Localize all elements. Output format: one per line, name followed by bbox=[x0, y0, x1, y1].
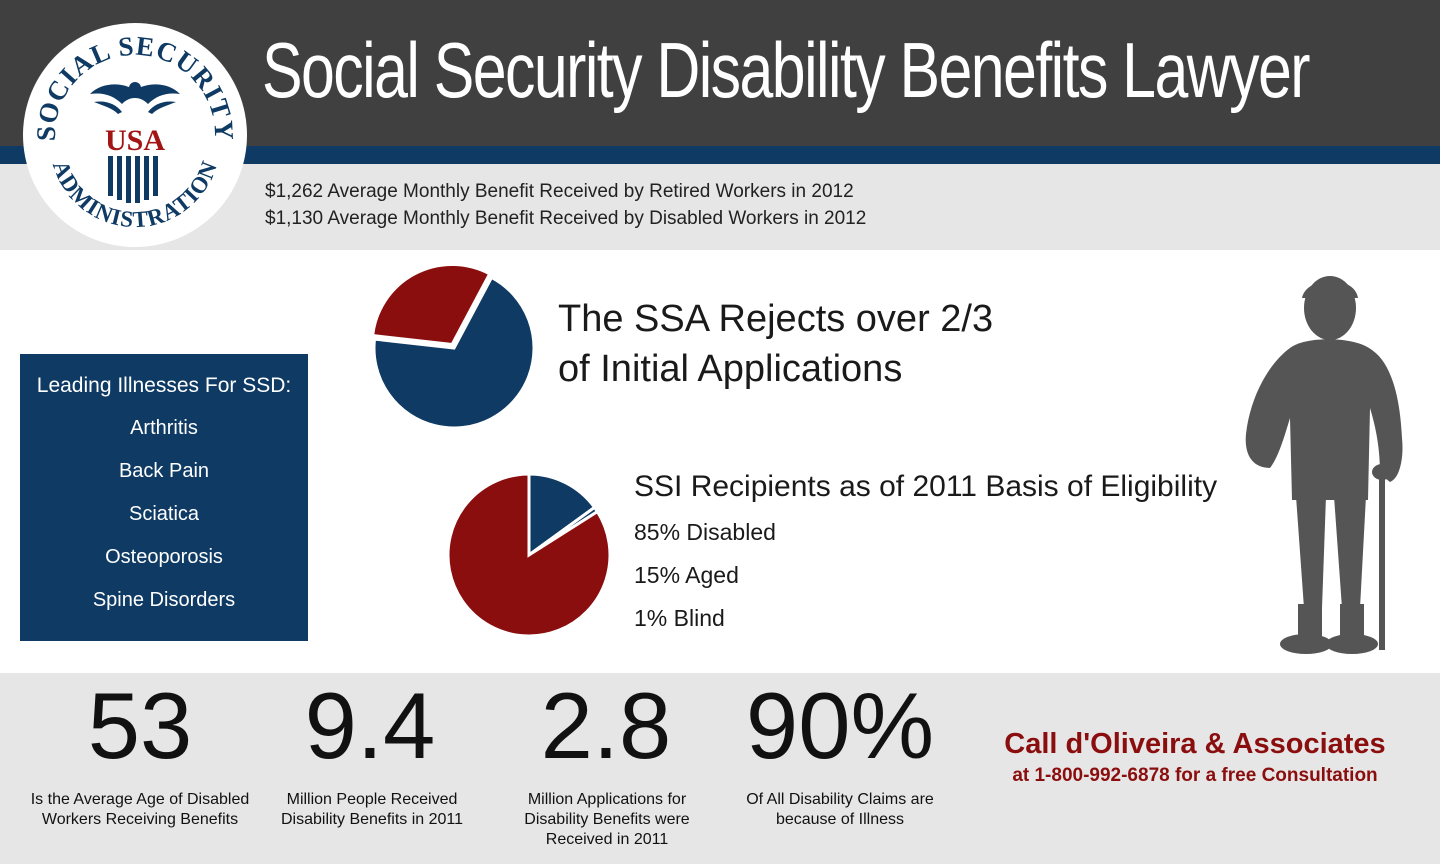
rejection-pie-chart bbox=[370, 264, 536, 430]
illness-item: Spine Disorders bbox=[92, 589, 236, 611]
seal-usa-text: USA bbox=[105, 124, 165, 157]
header-stripe bbox=[0, 146, 1440, 164]
caption-line: Million Applications for bbox=[527, 791, 687, 808]
caption-line: Disability Benefits in 2011 bbox=[280, 811, 464, 828]
illness-item: Osteoporosis bbox=[105, 546, 223, 568]
caption-line: Disability Benefits were bbox=[524, 811, 690, 828]
disabled-benefit-text: $1,130 Average Monthly Benefit Received … bbox=[265, 208, 867, 229]
pie-slice bbox=[370, 264, 492, 347]
caption-line: Received in 2011 bbox=[545, 831, 669, 848]
shield-stripes-icon bbox=[108, 156, 158, 203]
stat-caption-illness-claims: Of All Disability Claims are because of … bbox=[730, 790, 950, 830]
illness-item: Sciatica bbox=[128, 503, 200, 525]
caption-line: Workers Receiving Benefits bbox=[41, 811, 239, 828]
caption-line: Million People Received bbox=[286, 791, 458, 808]
rejection-line-1: The SSA Rejects over 2/3 bbox=[558, 298, 994, 340]
illness-panel: Leading Illnesses For SSD: Arthritis Bac… bbox=[20, 354, 308, 641]
pie-slice bbox=[372, 275, 536, 430]
caption-line: Of All Disability Claims are bbox=[746, 791, 934, 808]
stat-caption-applications: Million Applications for Disability Bene… bbox=[500, 790, 714, 850]
ssi-item-blind: 1% Blind bbox=[634, 605, 725, 631]
subheader-bar bbox=[0, 164, 1440, 250]
stat-caption-average-age: Is the Average Age of Disabled Workers R… bbox=[20, 790, 260, 830]
ssi-title: SSI Recipients as of 2011 Basis of Eligi… bbox=[634, 470, 1218, 503]
page-title: Social Security Disability Benefits Lawy… bbox=[262, 26, 1311, 114]
stat-caption-people-received: Million People Received Disability Benef… bbox=[262, 790, 482, 830]
caption-line: because of Illness bbox=[775, 811, 905, 828]
caption-line: Is the Average Age of Disabled bbox=[30, 791, 250, 808]
pie-slice bbox=[446, 472, 612, 638]
illness-item: Back Pain bbox=[118, 460, 210, 482]
pie-slice bbox=[527, 472, 597, 558]
ssi-item-disabled: 85% Disabled bbox=[634, 519, 776, 545]
eagle-icon bbox=[90, 82, 180, 114]
stat-number-applications: 2.8 bbox=[540, 673, 672, 778]
stat-number-illness-claims: 90% bbox=[745, 673, 935, 778]
ssi-pie-chart bbox=[446, 472, 612, 638]
illness-item: Arthritis bbox=[130, 417, 198, 439]
footer-stats-bar bbox=[0, 673, 1440, 864]
stat-number-people-received: 9.4 bbox=[304, 673, 436, 778]
rejection-heading: The SSA Rejects over 2/3 of Initial Appl… bbox=[558, 294, 993, 394]
illness-title: Leading Illnesses For SSD: bbox=[36, 374, 292, 397]
rejection-line-2: of Initial Applications bbox=[558, 348, 903, 390]
elderly-man-silhouette-icon bbox=[1245, 276, 1403, 654]
retired-benefit-text: $1,262 Average Monthly Benefit Received … bbox=[265, 181, 854, 202]
phone-number-text: at 1-800-992-6878 for a free Consultatio… bbox=[1012, 765, 1378, 786]
ssa-seal-logo: SOCIAL SECURITY ADMINISTRATION USA bbox=[23, 23, 247, 247]
call-to-action: Call d'Oliveira & Associates bbox=[1004, 728, 1386, 760]
ssi-item-aged: 15% Aged bbox=[634, 562, 739, 588]
stat-number-average-age: 53 bbox=[87, 673, 193, 778]
